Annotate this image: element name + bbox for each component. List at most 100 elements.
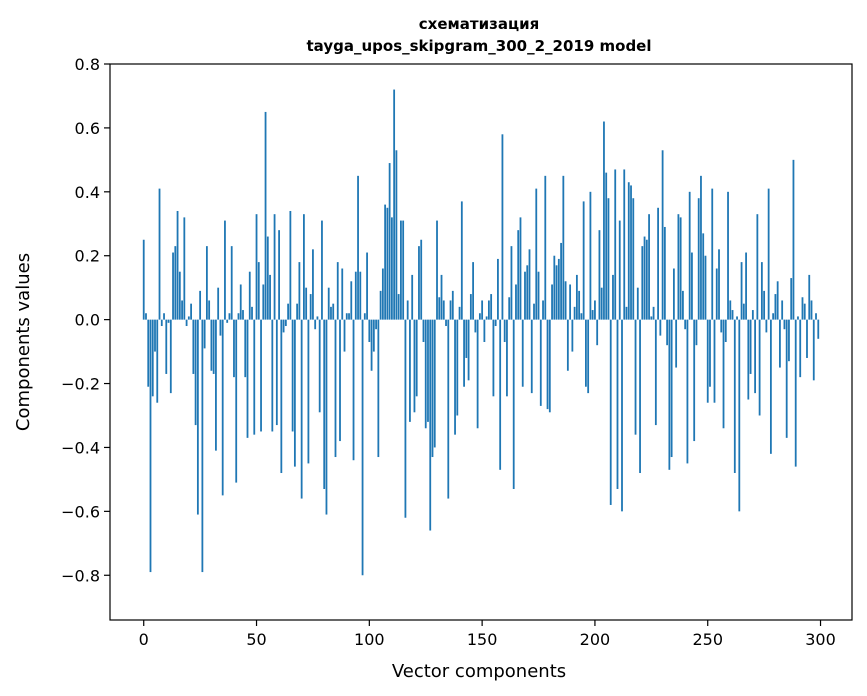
bar	[242, 310, 244, 320]
bar	[492, 319, 495, 397]
bar	[731, 310, 734, 320]
bar	[366, 252, 368, 320]
bar	[609, 319, 612, 505]
bar	[165, 319, 168, 374]
bar	[745, 252, 747, 320]
bar	[812, 319, 815, 381]
bar	[352, 319, 355, 461]
bar	[530, 319, 533, 394]
bar	[679, 217, 682, 320]
bar	[747, 319, 750, 400]
bar	[521, 319, 524, 387]
bar	[774, 294, 777, 320]
bar	[235, 319, 238, 483]
bar	[582, 201, 585, 320]
bar	[185, 319, 188, 327]
bar	[535, 188, 538, 320]
bar	[652, 306, 655, 320]
bar	[663, 226, 666, 320]
bar	[280, 319, 283, 474]
bar	[693, 319, 696, 442]
bar	[147, 319, 150, 387]
bar	[490, 294, 493, 320]
bar	[339, 319, 341, 442]
bar	[657, 207, 659, 320]
bar	[422, 319, 425, 342]
bar	[740, 262, 743, 320]
bar	[797, 316, 799, 320]
bar	[212, 319, 215, 374]
bar	[749, 319, 752, 374]
bar	[542, 300, 544, 320]
bar	[273, 214, 276, 320]
bar	[501, 134, 504, 320]
bar	[553, 255, 556, 320]
bar	[465, 319, 468, 358]
bar	[291, 319, 294, 432]
bar	[528, 249, 531, 320]
bar	[303, 214, 305, 320]
bar	[187, 316, 190, 320]
bar	[627, 182, 630, 320]
bar	[483, 319, 486, 342]
bar	[255, 214, 258, 320]
bar	[634, 319, 637, 435]
bar	[815, 313, 817, 320]
bar	[682, 290, 684, 320]
bar	[142, 239, 145, 320]
chart-title: схематизация	[419, 15, 539, 33]
bar	[625, 306, 628, 320]
bar	[196, 319, 199, 515]
bar	[233, 319, 235, 378]
bar	[388, 163, 391, 320]
bar	[537, 271, 540, 320]
bar	[418, 246, 420, 320]
bar	[431, 319, 434, 458]
bar	[506, 319, 508, 397]
bar	[181, 300, 183, 320]
bar	[429, 319, 432, 531]
bar	[478, 313, 481, 320]
bar	[199, 290, 202, 320]
bar	[555, 265, 558, 320]
bar	[219, 319, 222, 336]
bar	[494, 319, 497, 327]
bar	[666, 319, 669, 346]
bar	[300, 319, 303, 499]
bar	[318, 319, 321, 413]
bar	[332, 303, 335, 320]
bar	[172, 252, 174, 320]
bar	[327, 287, 330, 320]
bar	[596, 319, 599, 346]
bar	[539, 319, 542, 406]
bar	[246, 319, 249, 438]
bar	[600, 287, 603, 320]
bar	[176, 210, 179, 320]
bar	[790, 278, 793, 320]
bar	[738, 319, 741, 512]
bar	[307, 319, 310, 464]
y-axis-ticks: −0.8 −0.6 −0.4 −0.2 0.0 0.2 0.4 0.6 0.8	[61, 55, 110, 585]
x-axis-ticks: 0 50 100 150 200 250 300	[139, 620, 836, 649]
bar	[724, 319, 727, 342]
bar	[282, 319, 285, 333]
bar	[251, 306, 253, 320]
bar	[686, 319, 689, 464]
bar	[645, 239, 648, 320]
bar	[163, 313, 165, 320]
bar	[767, 188, 770, 320]
bar	[354, 271, 357, 320]
bar	[517, 230, 520, 320]
bar	[785, 319, 788, 438]
bar	[262, 284, 265, 320]
bar	[350, 281, 353, 320]
bar	[359, 271, 362, 320]
bar	[458, 306, 461, 320]
bar	[476, 319, 479, 429]
bar	[575, 274, 578, 320]
bar	[381, 268, 384, 320]
y-tick-label: 0.8	[75, 55, 100, 74]
bar	[503, 319, 506, 342]
bar	[368, 319, 371, 342]
bar	[451, 290, 454, 320]
